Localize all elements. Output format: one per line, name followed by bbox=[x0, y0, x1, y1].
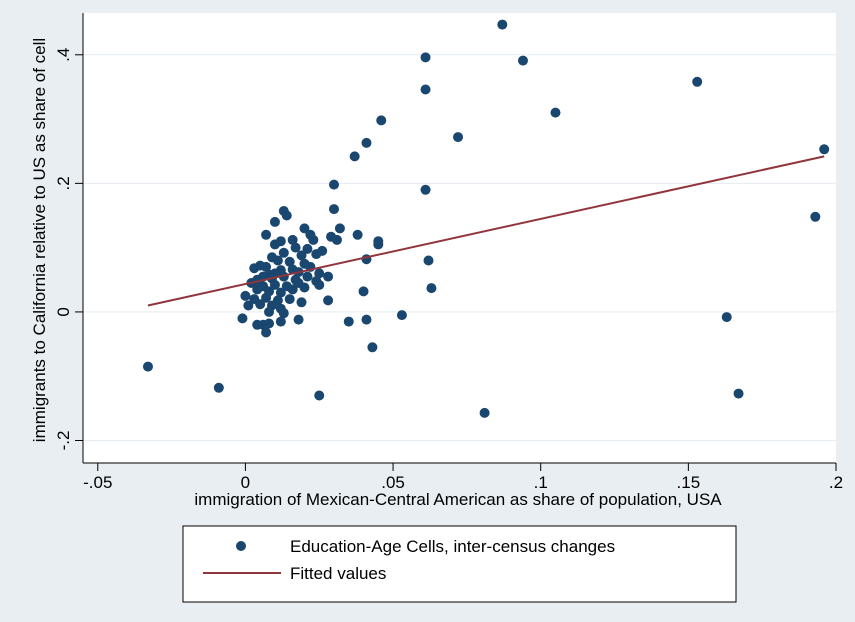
data-point-41 bbox=[261, 261, 272, 272]
data-point-16 bbox=[281, 210, 292, 221]
data-point-23 bbox=[373, 239, 384, 250]
data-point-83 bbox=[275, 316, 286, 327]
data-point-103 bbox=[733, 388, 744, 399]
data-point-5 bbox=[550, 107, 561, 118]
legend-label-fit-line: Fitted values bbox=[290, 564, 386, 583]
x-tick-label-0: -.05 bbox=[83, 473, 112, 492]
x-tick-label-2: .05 bbox=[381, 473, 405, 492]
data-point-9 bbox=[349, 151, 360, 162]
data-point-89 bbox=[323, 295, 334, 306]
data-point-74 bbox=[284, 294, 295, 305]
data-point-8 bbox=[453, 132, 464, 143]
data-point-30 bbox=[290, 242, 301, 253]
data-point-10 bbox=[819, 144, 830, 155]
data-point-88 bbox=[237, 313, 248, 324]
data-point-0 bbox=[497, 19, 508, 30]
legend-box bbox=[182, 525, 737, 603]
data-point-76 bbox=[255, 299, 266, 310]
data-point-75 bbox=[296, 297, 307, 308]
data-point-12 bbox=[420, 184, 431, 195]
data-point-21 bbox=[352, 229, 363, 240]
data-point-25 bbox=[331, 234, 342, 245]
data-point-20 bbox=[334, 223, 345, 234]
data-point-68 bbox=[299, 282, 310, 293]
x-axis-title: immigration of Mexican-Central American … bbox=[194, 490, 722, 509]
data-point-62 bbox=[269, 279, 280, 290]
data-point-35 bbox=[296, 250, 307, 261]
data-point-99 bbox=[142, 361, 153, 372]
data-point-81 bbox=[278, 308, 289, 319]
data-point-18 bbox=[299, 223, 310, 234]
y-axis-ticks: -.2 0 .2 .4 bbox=[54, 13, 84, 463]
data-point-27 bbox=[287, 234, 298, 245]
x-tick-label-4: .15 bbox=[677, 473, 701, 492]
gridlines bbox=[83, 54, 836, 441]
y-tick-label-3: .4 bbox=[54, 48, 73, 62]
data-point-82 bbox=[293, 314, 304, 325]
data-point-97 bbox=[367, 342, 378, 353]
data-point-1 bbox=[517, 55, 528, 66]
fitted-values-line bbox=[147, 155, 825, 307]
y-tick-label-2: .2 bbox=[54, 176, 73, 190]
y-axis-title: immigrants to California relative to US … bbox=[30, 38, 49, 442]
data-point-59 bbox=[314, 279, 325, 290]
data-point-3 bbox=[420, 84, 431, 95]
data-point-95 bbox=[423, 255, 434, 266]
legend-marker-scatter bbox=[236, 541, 246, 551]
y-tick-label-1: 0 bbox=[54, 307, 73, 316]
data-point-86 bbox=[252, 319, 263, 330]
data-point-6 bbox=[692, 76, 703, 87]
data-point-38 bbox=[272, 255, 283, 266]
data-point-57 bbox=[323, 271, 334, 282]
data-point-87 bbox=[261, 327, 272, 338]
data-point-92 bbox=[361, 314, 372, 325]
data-point-26 bbox=[261, 229, 272, 240]
data-point-72 bbox=[261, 292, 272, 303]
data-point-4 bbox=[376, 115, 387, 126]
data-point-42 bbox=[249, 263, 260, 274]
plot-area bbox=[83, 13, 836, 463]
data-point-14 bbox=[329, 204, 339, 215]
data-point-36 bbox=[278, 247, 289, 258]
data-point-32 bbox=[308, 234, 319, 245]
legend-label-scatter: Education-Age Cells, inter-census change… bbox=[290, 537, 615, 556]
data-point-100 bbox=[213, 382, 224, 393]
data-point-31 bbox=[302, 243, 313, 254]
fitted-line bbox=[147, 155, 825, 307]
data-point-2 bbox=[420, 52, 431, 63]
y-tick-label-0: -.2 bbox=[54, 431, 73, 451]
data-point-67 bbox=[287, 284, 298, 295]
x-axis-ticks: -.05 0 .05 .1 .15 .2 bbox=[83, 462, 843, 492]
data-point-102 bbox=[721, 312, 732, 323]
data-point-96 bbox=[426, 283, 437, 294]
data-point-29 bbox=[269, 239, 280, 250]
x-tick-label-5: .2 bbox=[829, 473, 843, 492]
data-point-66 bbox=[275, 287, 286, 298]
data-point-7 bbox=[361, 137, 372, 148]
data-point-46 bbox=[299, 258, 310, 269]
data-point-34 bbox=[311, 249, 322, 260]
data-point-11 bbox=[329, 179, 339, 190]
data-point-17 bbox=[269, 216, 280, 227]
data-point-78 bbox=[243, 300, 254, 311]
data-point-98 bbox=[314, 390, 325, 401]
x-tick-label-1: 0 bbox=[241, 473, 250, 492]
data-point-13 bbox=[810, 211, 821, 222]
data-point-91 bbox=[343, 316, 354, 327]
data-point-70 bbox=[240, 290, 251, 301]
legend: Education-Age Cells, inter-census change… bbox=[182, 525, 737, 603]
data-point-56 bbox=[314, 268, 325, 279]
data-point-39 bbox=[284, 256, 295, 267]
data-point-90 bbox=[358, 286, 369, 297]
data-point-101 bbox=[479, 407, 490, 418]
x-tick-label-3: .1 bbox=[534, 473, 548, 492]
data-point-64 bbox=[252, 284, 263, 295]
data-point-80 bbox=[264, 306, 275, 317]
data-point-94 bbox=[396, 310, 407, 321]
data-point-55 bbox=[302, 271, 313, 282]
